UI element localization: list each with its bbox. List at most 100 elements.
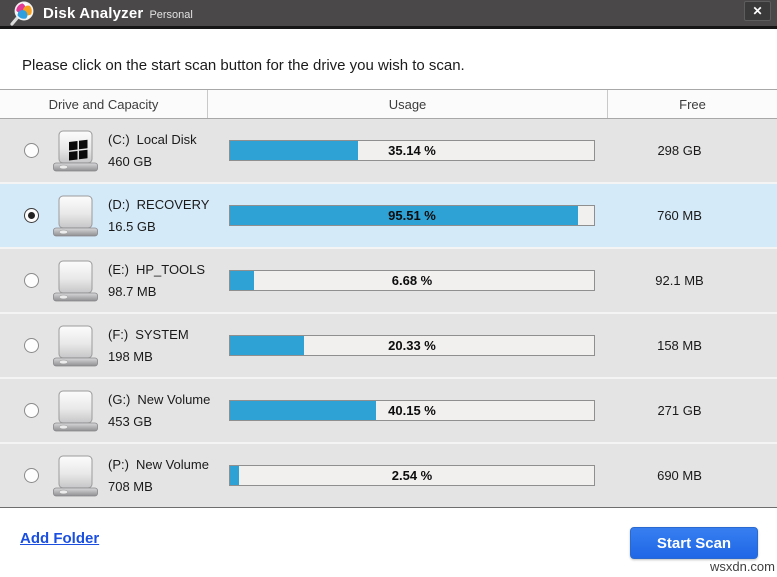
usage-percent-label: 40.15 % xyxy=(388,403,436,418)
usage-bar-fill xyxy=(230,271,255,290)
drive-cell: (P:) New Volume 708 MB xyxy=(0,453,209,499)
drive-name: (F:) SYSTEM xyxy=(108,328,189,341)
close-button[interactable]: ✕ xyxy=(744,1,771,21)
drive-icon xyxy=(53,195,98,236)
drive-label: Local Disk xyxy=(136,132,197,147)
drive-text: (F:) SYSTEM 198 MB xyxy=(108,328,189,363)
drive-letter: (C:) xyxy=(108,132,130,147)
usage-bar: 20.33 % xyxy=(229,335,595,356)
watermark-text: wsxdn.com xyxy=(709,559,775,574)
drive-radio[interactable] xyxy=(24,403,39,418)
table-row[interactable]: (F:) SYSTEM 198 MB 20.33 % 158 MB xyxy=(0,314,777,379)
drive-label: RECOVERY xyxy=(136,197,210,212)
table-row[interactable]: (D:) RECOVERY 16.5 GB 95.51 % 760 MB xyxy=(0,184,777,249)
usage-percent-label: 35.14 % xyxy=(388,143,436,158)
drive-text: (E:) HP_TOOLS 98.7 MB xyxy=(108,263,205,298)
drive-led xyxy=(59,424,68,429)
drive-text: (C:) Local Disk 460 GB xyxy=(108,133,197,168)
drive-letter: (D:) xyxy=(108,197,130,212)
drive-capacity: 98.7 MB xyxy=(108,284,157,299)
usage-percent-label: 95.51 % xyxy=(388,208,436,223)
drive-label: New Volume xyxy=(137,392,211,407)
drive-capacity: 198 MB xyxy=(108,349,153,364)
table-row[interactable]: (E:) HP_TOOLS 98.7 MB 6.68 % 92.1 MB xyxy=(0,249,777,314)
app-logo-icon xyxy=(10,1,34,26)
usage-cell: 20.33 % xyxy=(208,335,608,356)
drive-led xyxy=(59,359,68,364)
usage-bar-fill xyxy=(230,206,578,225)
usage-cell: 95.51 % xyxy=(208,205,608,226)
free-value: 92.1 MB xyxy=(655,273,704,288)
drive-name: (E:) HP_TOOLS xyxy=(108,263,205,276)
drive-label: HP_TOOLS xyxy=(135,262,206,277)
usage-cell: 6.68 % xyxy=(208,270,608,291)
usage-bar: 95.51 % xyxy=(229,205,595,226)
free-value: 690 MB xyxy=(657,468,702,483)
drive-capacity: 453 GB xyxy=(108,414,153,429)
drive-cell: (D:) RECOVERY 16.5 GB xyxy=(0,193,209,239)
drive-label: New Volume xyxy=(135,457,209,472)
add-folder-link[interactable]: Add Folder xyxy=(20,530,100,547)
table-row[interactable]: (C:) Local Disk 460 GB 35.14 % 298 GB xyxy=(0,119,777,184)
app-title: Disk Analyzer xyxy=(43,4,144,22)
drive-cell: (F:) SYSTEM 198 MB xyxy=(0,323,208,369)
drive-cell: (G:) New Volume 453 GB xyxy=(0,388,210,434)
usage-bar: 35.14 % xyxy=(229,140,595,161)
drive-capacity: 460 GB xyxy=(108,154,153,169)
drive-capacity: 708 MB xyxy=(108,479,153,494)
drive-letter: (F:) xyxy=(108,327,129,342)
table-row[interactable]: (G:) New Volume 453 GB 40.15 % 271 GB xyxy=(0,379,777,444)
drive-label: SYSTEM xyxy=(135,327,189,342)
instruction-text: Please click on the start scan button fo… xyxy=(22,57,465,74)
usage-bar: 40.15 % xyxy=(229,400,595,421)
usage-percent-label: 20.33 % xyxy=(388,338,436,353)
free-value: 271 GB xyxy=(657,403,702,418)
usage-bar-fill xyxy=(230,141,358,160)
usage-bar: 2.54 % xyxy=(229,465,595,486)
drive-icon xyxy=(53,455,98,496)
app-edition: Personal xyxy=(149,8,193,21)
start-scan-button[interactable]: Start Scan xyxy=(630,527,758,559)
free-value: 158 MB xyxy=(657,338,702,353)
drive-led xyxy=(59,164,68,169)
usage-bar-fill xyxy=(230,336,304,355)
free-value: 298 GB xyxy=(657,143,702,158)
usage-cell: 35.14 % xyxy=(208,140,608,161)
drive-name: (C:) Local Disk xyxy=(108,133,197,146)
drive-name: (D:) RECOVERY xyxy=(108,198,209,211)
footer: Add Folder Start Scan wsxdn.com xyxy=(0,508,777,577)
usage-percent-label: 2.54 % xyxy=(391,468,433,483)
drive-radio[interactable] xyxy=(24,143,39,158)
windows-logo-icon xyxy=(69,139,88,160)
drive-led xyxy=(59,489,68,494)
drive-capacity: 16.5 GB xyxy=(108,219,156,234)
drive-icon xyxy=(53,260,98,301)
drive-name: (P:) New Volume xyxy=(108,458,209,471)
usage-percent-label: 6.68 % xyxy=(391,273,433,288)
usage-cell: 40.15 % xyxy=(208,400,608,421)
drive-radio[interactable] xyxy=(24,208,39,223)
col-header-usage: Usage xyxy=(208,90,608,118)
drive-radio[interactable] xyxy=(24,338,39,353)
drive-led xyxy=(59,229,68,234)
table-header: Drive and Capacity Usage Free xyxy=(0,89,777,119)
table-body: (C:) Local Disk 460 GB 35.14 % 298 GB xyxy=(0,119,777,509)
free-value: 760 MB xyxy=(657,208,702,223)
title-bar: Disk Analyzer Personal ✕ xyxy=(0,0,777,29)
drive-letter: (G:) xyxy=(108,392,131,407)
drive-cell: (C:) Local Disk 460 GB xyxy=(0,128,208,174)
drive-led xyxy=(59,294,68,299)
col-header-drive: Drive and Capacity xyxy=(0,90,208,118)
usage-bar-fill xyxy=(230,466,240,485)
drive-name: (G:) New Volume xyxy=(108,393,210,406)
drive-radio[interactable] xyxy=(24,273,39,288)
drive-text: (G:) New Volume 453 GB xyxy=(108,393,210,428)
drive-icon xyxy=(53,390,98,431)
usage-bar: 6.68 % xyxy=(229,270,595,291)
table-row[interactable]: (P:) New Volume 708 MB 2.54 % 690 MB xyxy=(0,444,777,507)
drive-text: (D:) RECOVERY 16.5 GB xyxy=(108,198,209,233)
drive-radio[interactable] xyxy=(24,468,39,483)
usage-bar-fill xyxy=(230,401,377,420)
drive-table: Drive and Capacity Usage Free (C:) Local … xyxy=(0,89,777,509)
usage-cell: 2.54 % xyxy=(208,465,608,486)
